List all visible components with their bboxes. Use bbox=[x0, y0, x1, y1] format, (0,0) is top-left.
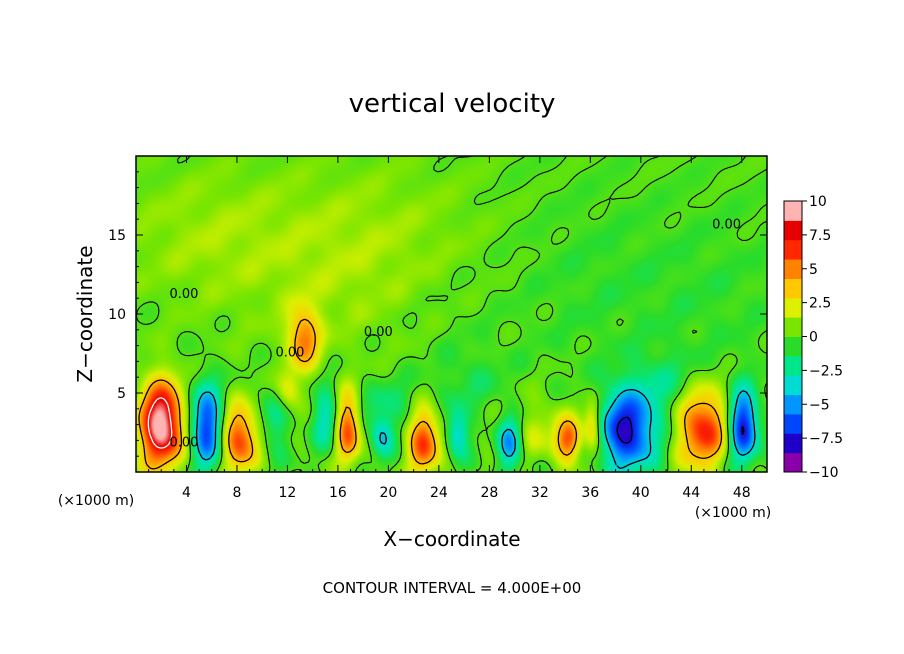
colorbar-swatches bbox=[784, 201, 802, 473]
colorbar-swatch bbox=[784, 297, 802, 318]
contour-level bbox=[147, 397, 173, 449]
colorbar: 10 7.5 5 2.5 0 −2.5 −5 −7.5 −10 bbox=[783, 194, 843, 481]
colorbar-swatch bbox=[784, 452, 802, 473]
y-tick-label: 10 bbox=[108, 307, 126, 323]
contour-level bbox=[195, 388, 756, 470]
colorbar-tick-label: −5 bbox=[809, 397, 830, 413]
chart-title: vertical velocity bbox=[349, 89, 556, 119]
y-tick-label: 15 bbox=[108, 228, 126, 244]
colorbar-swatch bbox=[784, 433, 802, 454]
x-tick-label: 8 bbox=[232, 485, 241, 501]
x-tick-label: 40 bbox=[632, 485, 650, 501]
x-axis-label: X−coordinate bbox=[383, 527, 520, 551]
colorbar-tick-label: 0 bbox=[809, 330, 818, 346]
y-axis-label: Z−coordinate bbox=[73, 245, 97, 382]
colorbar-swatch bbox=[784, 336, 802, 357]
colorbar-tick-label: 10 bbox=[809, 194, 827, 210]
y-axis-ticks: 5 10 15 bbox=[108, 171, 767, 457]
velocity-field bbox=[136, 156, 767, 472]
x-tick-label: 32 bbox=[531, 485, 549, 501]
colorbar-ticks: 10 7.5 5 2.5 0 −2.5 −5 −7.5 −10 bbox=[802, 194, 843, 481]
colorbar-tick-label: 7.5 bbox=[809, 228, 831, 244]
colorbar-swatch bbox=[784, 394, 802, 415]
colorbar-tick-label: −10 bbox=[809, 465, 839, 481]
colorbar-swatch bbox=[784, 259, 802, 279]
contour-label: 0.00 bbox=[364, 325, 393, 340]
contour-label: 0.00 bbox=[169, 287, 198, 302]
contour-level bbox=[136, 156, 767, 472]
contour-lines bbox=[136, 156, 767, 472]
x-tick-label: 20 bbox=[379, 485, 397, 501]
x-tick-label: 24 bbox=[430, 485, 448, 501]
contour-interval-note: CONTOUR INTERVAL = 4.000E+00 bbox=[323, 579, 582, 597]
contour-level bbox=[616, 416, 745, 444]
colorbar-swatch bbox=[784, 201, 802, 221]
colorbar-tick-label: −2.5 bbox=[809, 363, 843, 379]
x-tick-label: 12 bbox=[279, 485, 297, 501]
colorbar-swatch bbox=[784, 355, 802, 376]
x-tick-label: 48 bbox=[733, 485, 751, 501]
plot-area: 0.00 0.00 0.00 0.00 0.00 bbox=[135, 155, 768, 473]
y-axis-unit: (×1000 m) bbox=[58, 493, 134, 509]
colorbar-swatch bbox=[784, 413, 802, 434]
x-axis-ticks: 4 8 12 16 20 24 28 32 36 40 44 48 bbox=[148, 156, 755, 501]
x-tick-label: 4 bbox=[182, 485, 191, 501]
contour-label: 0.00 bbox=[169, 436, 198, 451]
colorbar-swatch bbox=[784, 220, 802, 241]
x-tick-label: 36 bbox=[581, 485, 599, 501]
colorbar-swatch bbox=[784, 278, 802, 299]
colorbar-tick-label: 2.5 bbox=[809, 296, 831, 312]
colorbar-tick-label: 5 bbox=[809, 262, 818, 278]
x-axis-unit: (×1000 m) bbox=[695, 505, 771, 521]
colorbar-swatch bbox=[784, 239, 802, 260]
contour-level bbox=[138, 318, 723, 470]
colorbar-swatch bbox=[784, 375, 802, 396]
colorbar-tick-label: −7.5 bbox=[809, 431, 843, 447]
contour-label: 0.00 bbox=[712, 218, 741, 233]
x-tick-label: 16 bbox=[329, 485, 347, 501]
x-tick-label: 28 bbox=[480, 485, 498, 501]
y-tick-label: 5 bbox=[117, 386, 126, 402]
contour-labels: 0.00 0.00 0.00 0.00 0.00 bbox=[169, 218, 741, 451]
contour-label: 0.00 bbox=[275, 346, 304, 361]
colorbar-swatch bbox=[784, 317, 802, 337]
x-tick-label: 44 bbox=[682, 485, 700, 501]
